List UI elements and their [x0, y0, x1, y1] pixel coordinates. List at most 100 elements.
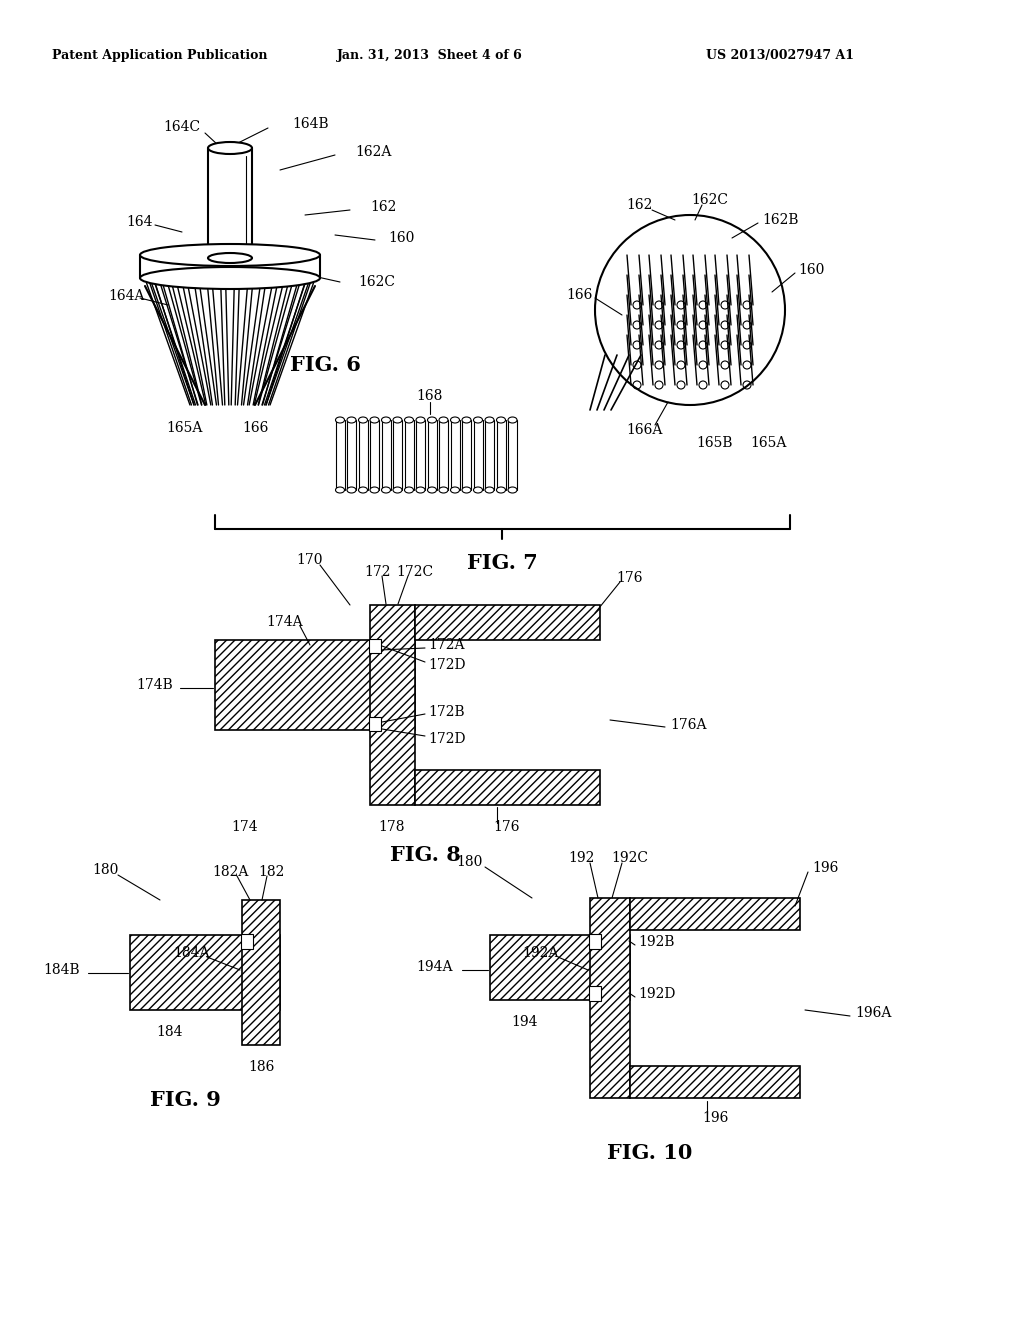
Ellipse shape: [462, 417, 471, 422]
Text: Jan. 31, 2013  Sheet 4 of 6: Jan. 31, 2013 Sheet 4 of 6: [337, 49, 523, 62]
Text: 184B: 184B: [44, 964, 80, 977]
Bar: [215, 640, 415, 730]
Text: 162A: 162A: [355, 145, 391, 158]
Ellipse shape: [497, 487, 506, 492]
Ellipse shape: [416, 417, 425, 422]
Text: 196: 196: [701, 1111, 728, 1125]
Ellipse shape: [508, 417, 517, 422]
Bar: [589, 986, 601, 1001]
Text: 166: 166: [567, 288, 593, 302]
Bar: [369, 639, 381, 653]
Ellipse shape: [451, 487, 460, 492]
Text: US 2013/0027947 A1: US 2013/0027947 A1: [706, 49, 854, 62]
Text: 165B: 165B: [696, 436, 733, 450]
Bar: [415, 605, 600, 640]
Text: FIG. 7: FIG. 7: [467, 553, 538, 573]
Ellipse shape: [485, 487, 494, 492]
Bar: [242, 900, 280, 1045]
Text: 180: 180: [92, 863, 118, 876]
Text: 164C: 164C: [164, 120, 201, 135]
Text: 172: 172: [365, 565, 391, 579]
Ellipse shape: [439, 417, 449, 422]
Text: 166A: 166A: [627, 422, 664, 437]
Ellipse shape: [208, 253, 252, 263]
Text: 192C: 192C: [611, 851, 648, 865]
Text: 172D: 172D: [428, 733, 466, 746]
Text: 164: 164: [127, 215, 154, 228]
Bar: [630, 898, 800, 931]
Ellipse shape: [358, 487, 368, 492]
Text: 162C: 162C: [691, 193, 728, 207]
Text: 162: 162: [370, 201, 396, 214]
Text: 160: 160: [798, 263, 824, 277]
Ellipse shape: [427, 487, 436, 492]
Text: 194: 194: [512, 1015, 539, 1030]
Ellipse shape: [508, 487, 517, 492]
Text: 194A: 194A: [417, 960, 454, 974]
Text: FIG. 10: FIG. 10: [607, 1143, 692, 1163]
Text: 182A: 182A: [212, 865, 248, 879]
Ellipse shape: [140, 267, 319, 289]
Text: 162B: 162B: [762, 213, 799, 227]
Ellipse shape: [416, 487, 425, 492]
Ellipse shape: [404, 487, 414, 492]
Text: 176: 176: [616, 572, 643, 585]
Text: 162C: 162C: [358, 275, 395, 289]
Ellipse shape: [473, 487, 482, 492]
Text: 192A: 192A: [522, 946, 558, 960]
Text: 196: 196: [812, 861, 839, 875]
Bar: [590, 898, 630, 1098]
Ellipse shape: [473, 417, 482, 422]
Bar: [589, 935, 601, 949]
Ellipse shape: [336, 487, 344, 492]
Text: FIG. 9: FIG. 9: [150, 1090, 220, 1110]
Ellipse shape: [347, 487, 356, 492]
Text: 172A: 172A: [428, 638, 465, 652]
Text: 174: 174: [231, 820, 258, 834]
Ellipse shape: [208, 143, 252, 154]
Text: 180: 180: [457, 855, 483, 869]
Bar: [415, 770, 600, 805]
Text: 192D: 192D: [638, 987, 676, 1001]
Text: 178: 178: [379, 820, 406, 834]
Text: 176A: 176A: [670, 718, 707, 733]
Text: 165A: 165A: [750, 436, 786, 450]
Text: 164B: 164B: [292, 117, 329, 131]
Text: 176: 176: [494, 820, 520, 834]
Ellipse shape: [427, 417, 436, 422]
Bar: [370, 605, 415, 805]
Text: 182: 182: [259, 865, 286, 879]
Ellipse shape: [497, 417, 506, 422]
Ellipse shape: [462, 487, 471, 492]
Ellipse shape: [485, 417, 494, 422]
Text: FIG. 8: FIG. 8: [389, 845, 461, 865]
Ellipse shape: [393, 417, 402, 422]
Ellipse shape: [347, 417, 356, 422]
Text: 172C: 172C: [396, 565, 433, 579]
Text: 172B: 172B: [428, 705, 465, 719]
Bar: [369, 717, 381, 731]
Text: 184A: 184A: [174, 946, 210, 960]
Bar: [490, 935, 630, 1001]
Ellipse shape: [393, 487, 402, 492]
Text: 186: 186: [248, 1060, 274, 1074]
Text: 168: 168: [417, 389, 443, 403]
Ellipse shape: [140, 244, 319, 267]
Text: 192: 192: [568, 851, 595, 865]
Text: 192B: 192B: [638, 935, 675, 949]
Text: 162: 162: [627, 198, 653, 213]
Text: 166: 166: [242, 421, 268, 436]
Ellipse shape: [336, 417, 344, 422]
Text: 160: 160: [388, 231, 415, 246]
Ellipse shape: [451, 417, 460, 422]
Ellipse shape: [404, 417, 414, 422]
Ellipse shape: [439, 487, 449, 492]
Bar: [241, 935, 253, 949]
Text: 164A: 164A: [109, 289, 145, 304]
Ellipse shape: [370, 417, 379, 422]
Bar: [130, 935, 280, 1010]
Ellipse shape: [382, 487, 390, 492]
Text: 172D: 172D: [428, 657, 466, 672]
Ellipse shape: [358, 417, 368, 422]
Text: 196A: 196A: [855, 1006, 891, 1020]
